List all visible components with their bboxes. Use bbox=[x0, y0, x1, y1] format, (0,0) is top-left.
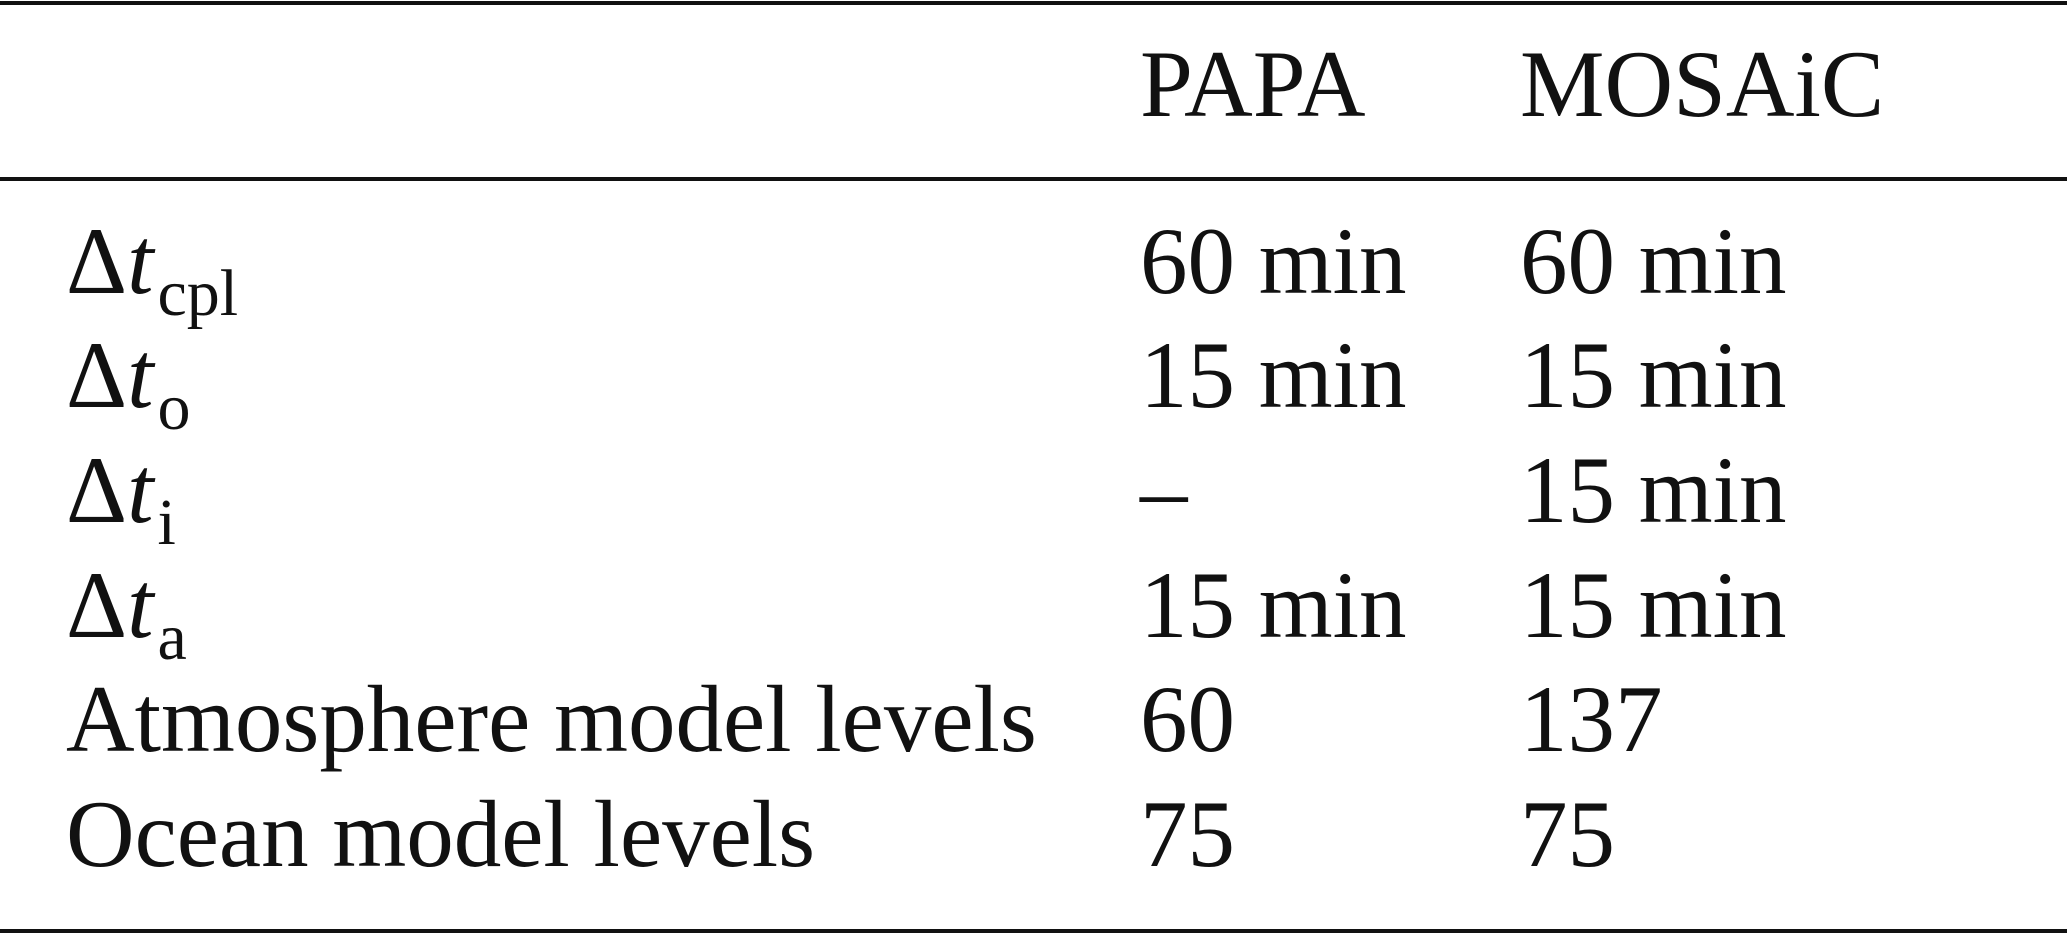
cell: 60 min bbox=[1520, 208, 1787, 314]
row-label: Δto bbox=[66, 322, 191, 444]
cell: 15 min bbox=[1520, 552, 1787, 658]
header-cell: MOSAiC bbox=[1520, 31, 1884, 137]
header-cell: PAPA bbox=[1140, 31, 1365, 137]
variable: t bbox=[127, 552, 156, 658]
cell: 15 min bbox=[1520, 437, 1787, 543]
row-label: Ocean model levels bbox=[66, 781, 815, 887]
delta-symbol: Δ bbox=[66, 552, 127, 658]
cell: 75 bbox=[1140, 781, 1235, 887]
delta-symbol: Δ bbox=[66, 322, 127, 428]
subscript: i bbox=[158, 486, 176, 559]
row-label: Atmosphere model levels bbox=[66, 666, 1037, 772]
subscript: cpl bbox=[158, 257, 239, 330]
delta-symbol: Δ bbox=[66, 208, 127, 314]
row-label: Δtcpl bbox=[66, 208, 238, 330]
cell: 60 min bbox=[1140, 208, 1407, 314]
variable: t bbox=[127, 322, 156, 428]
variable: t bbox=[127, 437, 156, 543]
variable: t bbox=[127, 208, 156, 314]
cell: 75 bbox=[1520, 781, 1615, 887]
cell: 15 min bbox=[1140, 552, 1407, 658]
cell: 60 bbox=[1140, 666, 1235, 772]
row-label: Δti bbox=[66, 437, 176, 559]
row-label: Δta bbox=[66, 552, 187, 674]
subscript: a bbox=[158, 601, 187, 674]
subscript: o bbox=[158, 371, 191, 444]
cell: 15 min bbox=[1520, 322, 1787, 428]
cell: 15 min bbox=[1140, 322, 1407, 428]
cell: – bbox=[1139, 437, 1189, 543]
cell: 137 bbox=[1520, 666, 1663, 772]
delta-symbol: Δ bbox=[66, 437, 127, 543]
